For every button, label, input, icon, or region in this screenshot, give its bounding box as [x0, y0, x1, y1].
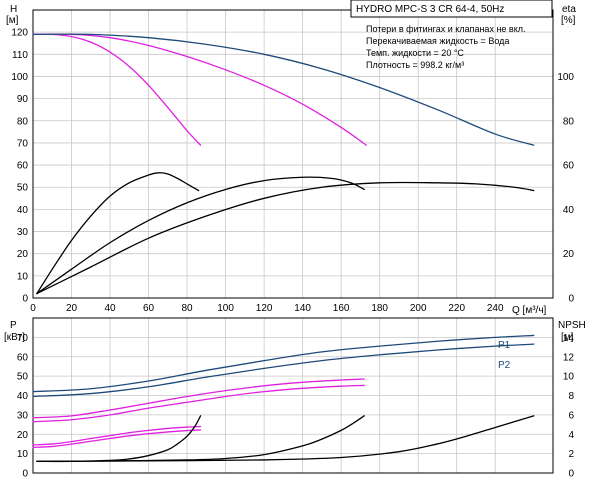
bottom-right-axis-title-line1: NPSH — [558, 320, 586, 331]
bottom-series-line-7 — [36, 415, 202, 463]
tick-label-left: 40 — [17, 205, 29, 216]
tick-label-x: 140 — [294, 303, 311, 314]
top-tick-labels: 0 10 20 30 40 50 60 70 80 90 100 110 120 0 20 40 60 80 100… — [11, 28, 574, 314]
tick-label-x: 20 — [66, 303, 78, 314]
note-line-4: Плотность = 998.2 кг/м³ — [366, 60, 464, 70]
bottom-series-line-9 — [36, 415, 535, 463]
series-label-p1: P1 — [498, 340, 511, 351]
tick-label-x: 80 — [182, 303, 194, 314]
tick-label-left: 60 — [17, 352, 29, 363]
tick-label-right: 0 — [568, 469, 574, 480]
tick-label-right: 2 — [568, 449, 574, 460]
tick-label-x: 220 — [448, 303, 465, 314]
tick-label-left: 110 — [12, 50, 28, 61]
bottom-tick-labels: 0 10 20 30 40 50 60 70 0 2 4 6 8 10 12 14 — [17, 333, 575, 480]
tick-label-x: 240 — [487, 303, 504, 314]
top-series-line-4 — [36, 172, 200, 295]
top-series-line-1 — [32, 33, 202, 146]
tick-label-right: 100 — [557, 72, 574, 83]
bottom-series-line-4 — [32, 384, 365, 423]
tick-label-left: 80 — [17, 116, 29, 127]
bottom-right-axis-title-line2: [м] — [561, 332, 574, 343]
tick-label-x: 160 — [333, 303, 350, 314]
top-series-line-2 — [32, 33, 367, 146]
tick-label-x: 200 — [410, 303, 427, 314]
tick-label-left: 70 — [17, 333, 29, 344]
top-series-group — [32, 33, 535, 295]
top-plot-frame — [32, 9, 554, 299]
tick-label-left: 30 — [17, 227, 29, 238]
tick-label-right: 20 — [563, 249, 575, 260]
bottom-grid — [32, 318, 553, 474]
bottom-series-line-3 — [32, 378, 365, 419]
tick-label-x: 0 — [30, 303, 36, 314]
tick-label-left: 0 — [22, 469, 28, 480]
bottom-series-line-6 — [32, 429, 202, 449]
top-left-axis-title-line1: H — [10, 4, 17, 15]
tick-label-left: 60 — [17, 161, 29, 172]
tick-label-left: 10 — [17, 449, 29, 460]
tick-label-left: 20 — [17, 430, 29, 441]
bottom-series-line-1 — [32, 334, 535, 393]
tick-label-left: 20 — [17, 249, 29, 260]
tick-label-x: 180 — [371, 303, 388, 314]
tick-label-left: 30 — [17, 410, 29, 421]
bottom-series-line-2 — [32, 343, 535, 398]
tick-label-left: 10 — [17, 271, 29, 282]
chart-title: HYDRO MPC-S 3 CR 64-4, 50Hz — [356, 4, 504, 15]
top-right-axis-title-line1: eta — [562, 4, 576, 15]
tick-label-right: 80 — [563, 116, 575, 127]
tick-label-x: 60 — [143, 303, 155, 314]
tick-label-left: 0 — [22, 294, 28, 305]
note-line-3: Темп. жидкости = 20 °C — [366, 48, 464, 58]
tick-label-right: 8 — [568, 391, 574, 402]
tick-label-left: 90 — [17, 94, 29, 105]
bottom-series-line-5 — [32, 425, 202, 446]
tick-label-x: 100 — [217, 303, 234, 314]
bottom-plot-frame — [32, 317, 554, 474]
tick-label-right: 14 — [563, 333, 575, 344]
tick-label-left: 50 — [17, 372, 29, 383]
series-label-p2: P2 — [498, 360, 511, 371]
tick-label-x: 120 — [256, 303, 273, 314]
title-box — [350, 0, 553, 18]
top-series-line-5 — [36, 176, 365, 295]
tick-label-right: 6 — [568, 410, 574, 421]
note-line-1: Потери в фитингах и клапанах не вкл. — [366, 24, 526, 34]
bottom-series-line-8 — [36, 415, 365, 463]
tick-label-x: 40 — [104, 303, 116, 314]
top-series-line-6 — [36, 181, 535, 295]
note-line-2: Перекачиваемая жидкость = Вода — [366, 36, 509, 46]
tick-label-right: 10 — [563, 372, 575, 383]
tick-label-left: 40 — [17, 391, 29, 402]
tick-label-left: 70 — [17, 138, 29, 149]
top-right-axis-title-line2: [%] — [561, 15, 576, 26]
tick-label-right: 60 — [563, 161, 575, 172]
x-axis-title: Q [м³/ч] — [512, 305, 547, 316]
top-series-line-3 — [32, 33, 535, 146]
tick-label-left: 120 — [11, 28, 28, 39]
bottom-left-axis-title-line2: [кВт] — [4, 332, 25, 343]
top-left-axis-title-line2: [м] — [6, 15, 19, 26]
tick-label-right: 40 — [563, 205, 575, 216]
tick-label-right: 12 — [563, 352, 575, 363]
tick-label-right: 0 — [568, 294, 574, 305]
bottom-left-axis-title-line1: P — [10, 320, 17, 331]
tick-label-left: 100 — [11, 72, 28, 83]
bottom-series-group — [32, 334, 535, 463]
tick-label-right: 4 — [568, 430, 574, 441]
tick-label-left: 50 — [17, 183, 29, 194]
